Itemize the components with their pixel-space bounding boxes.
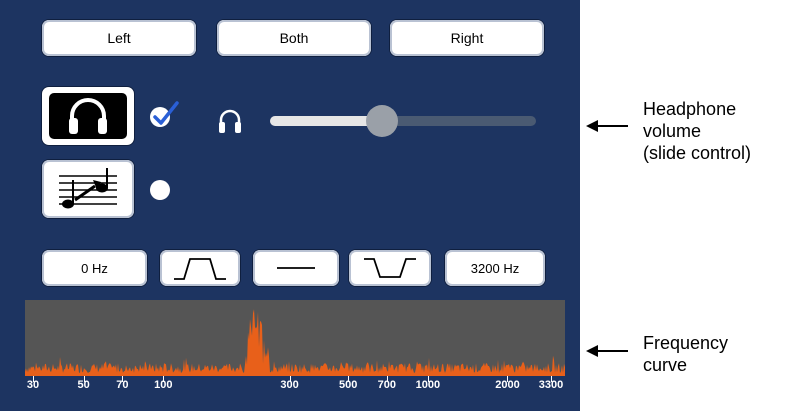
tick-mark xyxy=(122,376,124,382)
tick-label: 50 xyxy=(77,379,90,391)
volume-annotation-line1: Headphone xyxy=(643,99,737,119)
frequency-annotation-arrow xyxy=(586,345,628,357)
tick-label: 700 xyxy=(377,379,397,391)
tick-label: 1000 xyxy=(415,379,441,391)
frequency-annotation-line1: Frequency xyxy=(643,333,729,353)
headphones-small-icon xyxy=(219,109,241,133)
tick-label: 2000 xyxy=(495,379,520,391)
headphone-volume-slider[interactable] xyxy=(270,105,536,137)
volume-slider-thumb[interactable] xyxy=(365,105,398,137)
tick-label: 300 xyxy=(280,379,299,391)
bandstop-icon xyxy=(364,258,416,278)
tick-mark xyxy=(163,376,165,382)
tick-label: 3300 xyxy=(538,379,564,391)
tick-mark xyxy=(386,376,388,382)
volume-annotation-line3: (slide control) xyxy=(643,143,752,163)
frequency-curve xyxy=(25,309,565,376)
music-mode-radio[interactable] xyxy=(150,180,170,200)
tick-mark xyxy=(507,376,509,382)
headphone-mode-radio[interactable] xyxy=(150,101,179,127)
tick-mark xyxy=(33,376,34,382)
tick-mark xyxy=(551,376,552,382)
hearing-panel: Left Both Right xyxy=(0,0,580,411)
bandpass-filter-button[interactable] xyxy=(160,250,240,286)
flat-filter-button[interactable] xyxy=(253,250,339,286)
tick-label: 70 xyxy=(116,379,129,391)
frequency-axis: 30 50 70 100 300 500 700 1000 2000 3300 xyxy=(25,376,565,396)
checkmark-icon xyxy=(153,101,179,125)
right-button[interactable]: Right xyxy=(390,20,544,56)
headphones-icon xyxy=(69,98,107,134)
volume-annotation-line2: volume xyxy=(643,121,702,141)
music-mode-button[interactable] xyxy=(42,160,134,218)
tick-mark xyxy=(348,376,350,382)
music-notes-icon xyxy=(59,168,117,209)
bandstop-filter-button[interactable] xyxy=(349,250,431,286)
tick-mark xyxy=(83,376,85,382)
both-button[interactable]: Both xyxy=(217,20,371,56)
volume-fill xyxy=(270,116,382,126)
frequency-curve-path xyxy=(25,309,565,376)
frequency-annotation: Frequency curve xyxy=(643,332,728,376)
frequency-annotation-line2: curve xyxy=(643,355,688,375)
max-frequency-label[interactable]: 3200 Hz xyxy=(445,250,545,286)
tick-mark xyxy=(427,376,429,382)
volume-annotation: Headphone volume (slide control) xyxy=(643,98,751,164)
min-frequency-label[interactable]: 0 Hz xyxy=(42,250,147,286)
headphone-mode-button[interactable] xyxy=(42,87,134,145)
volume-annotation-arrow xyxy=(586,120,628,132)
flat-line-icon xyxy=(277,267,315,269)
frequency-graph xyxy=(25,300,565,376)
tick-label: 500 xyxy=(339,379,358,391)
tick-label: 100 xyxy=(154,379,173,391)
bandpass-icon xyxy=(174,258,226,280)
tick-mark xyxy=(289,376,291,382)
tick-label: 30 xyxy=(26,379,40,391)
left-button[interactable]: Left xyxy=(42,20,196,56)
